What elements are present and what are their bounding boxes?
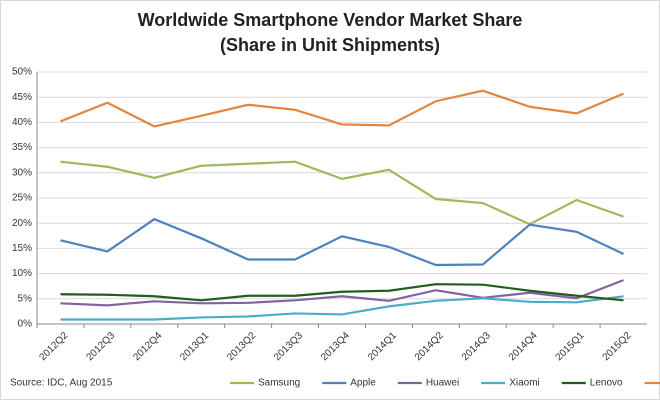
series-line: [60, 295, 624, 321]
legend-label: Apple: [350, 378, 376, 389]
y-tick-label: 30%: [12, 167, 32, 178]
chart-title: Worldwide Smartphone Vendor Market Share: [138, 10, 523, 30]
series-line: [60, 89, 624, 128]
y-tick-label: 0%: [18, 319, 33, 330]
legend-label: Lenovo: [590, 378, 623, 389]
y-tick-label: 10%: [12, 268, 32, 279]
legend-label: Xiaomi: [509, 378, 540, 389]
y-tick-label: 20%: [12, 218, 32, 229]
series-line: [60, 283, 624, 302]
y-tick-label: 40%: [12, 117, 32, 128]
y-tick-label: 50%: [12, 67, 32, 78]
y-tick-label: 5%: [18, 293, 33, 304]
series-line: [60, 217, 625, 267]
y-tick-label: 45%: [12, 92, 32, 103]
y-tick-label: 35%: [12, 142, 32, 153]
chart-subtitle: (Share in Unit Shipments): [220, 35, 440, 55]
source-note: Source: IDC, Aug 2015: [10, 378, 113, 389]
series-line: [60, 279, 624, 307]
legend-label: Samsung: [258, 378, 300, 389]
legend-label: Huawei: [426, 378, 459, 389]
y-tick-label: 15%: [12, 243, 32, 254]
y-tick-label: 25%: [12, 193, 32, 204]
